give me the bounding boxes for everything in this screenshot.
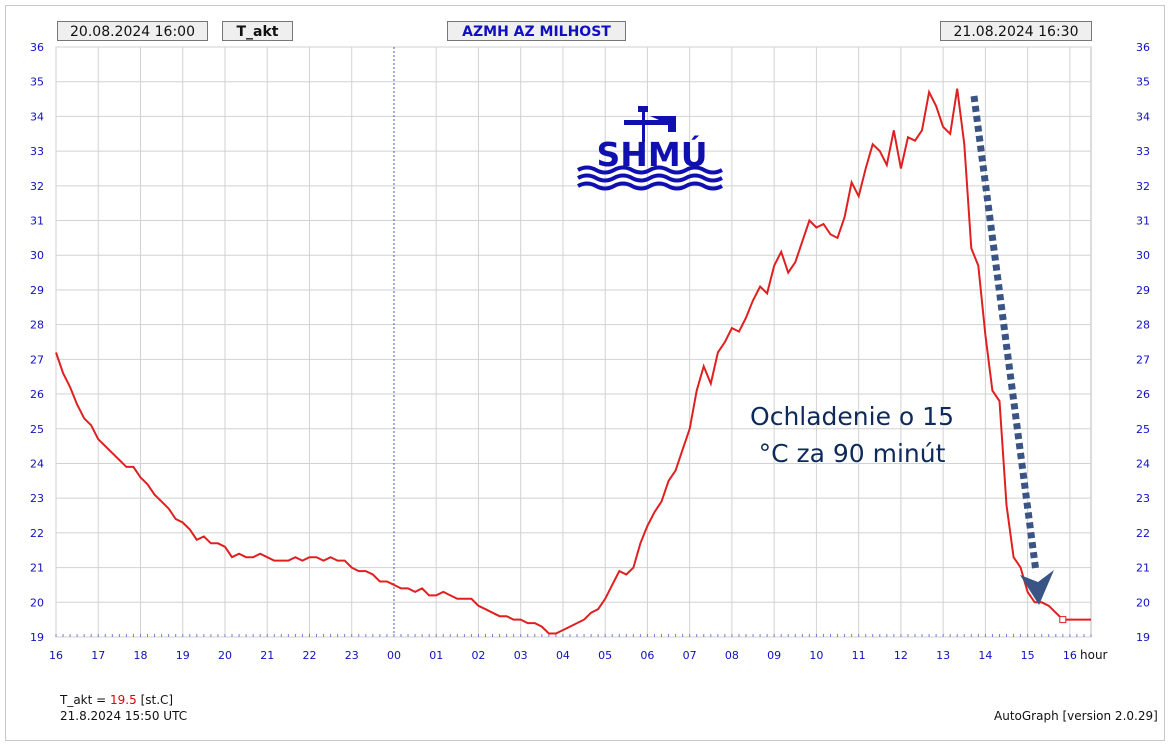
x-tick-label: 04 [556, 649, 570, 662]
y-tick-labels: 19 19 20 20 21 21 22 22 23 23 24 24 25 25 26 26 27 27 28 28… [30, 41, 1150, 644]
y-tick-label-right: 36 [1136, 41, 1150, 54]
y-tick-label-left: 35 [30, 76, 44, 89]
x-tick-label: 00 [387, 649, 401, 662]
variable-name: T_akt [236, 24, 279, 40]
x-tick-label: 12 [894, 649, 908, 662]
y-tick-label-right: 25 [1136, 423, 1150, 436]
x-tick-label: 16 [49, 649, 63, 662]
x-tick-label: 20 [218, 649, 232, 662]
station-box: AZMH AZ MILHOST [447, 21, 626, 41]
y-tick-label-left: 33 [30, 145, 44, 158]
y-tick-label-right: 30 [1136, 249, 1150, 262]
x-tick-label: 17 [91, 649, 105, 662]
x-tick-label: 01 [429, 649, 443, 662]
y-tick-label-right: 31 [1136, 215, 1150, 228]
y-tick-label-left: 24 [30, 457, 44, 470]
y-tick-label-right: 33 [1136, 145, 1150, 158]
y-tick-label-right: 24 [1136, 457, 1150, 470]
temperature-line [55, 88, 1091, 635]
y-tick-label-left: 36 [30, 41, 44, 54]
x-tick-label: 16 [1063, 649, 1077, 662]
x-tick-label: 22 [302, 649, 316, 662]
chart-frame [5, 5, 1165, 741]
start-time-box: 20.08.2024 16:00 [57, 21, 208, 41]
y-tick-label-right: 21 [1136, 562, 1150, 575]
y-tick-label-left: 27 [30, 353, 44, 366]
x-tick-label: 19 [176, 649, 190, 662]
grid [55, 46, 1092, 638]
current-value: 19.5 [110, 693, 137, 707]
x-tick-label: 06 [640, 649, 654, 662]
y-tick-label-right: 20 [1136, 596, 1150, 609]
y-tick-label-right: 22 [1136, 527, 1150, 540]
x-tick-labels: 16 17 18 19 20 21 22 23 00 01 02 03 04 05 06 07 08 09 10 11… [49, 649, 1077, 662]
current-value-label: T_akt = [60, 693, 111, 707]
y-tick-label-left: 23 [30, 492, 44, 505]
end-time: 21.08.2024 16:30 [953, 24, 1079, 40]
y-tick-label-left: 22 [30, 527, 44, 540]
y-tick-label-left: 28 [30, 319, 44, 332]
y-tick-label-right: 19 [1136, 631, 1150, 644]
x-axis-label: hour [1080, 648, 1108, 662]
y-tick-label-right: 35 [1136, 76, 1150, 89]
x-tick-label: 08 [725, 649, 739, 662]
y-tick-label-right: 26 [1136, 388, 1150, 401]
last-value-marker [1059, 616, 1067, 624]
x-tick-label: 13 [936, 649, 950, 662]
variable-box: T_akt [222, 21, 293, 41]
y-tick-label-left: 26 [30, 388, 44, 401]
current-value-line: T_akt = 19.5 [st.C] [60, 693, 173, 707]
y-tick-label-right: 23 [1136, 492, 1150, 505]
y-tick-label-left: 30 [30, 249, 44, 262]
down-arrow [970, 95, 1054, 605]
annotation-line-2: °C za 90 minút [759, 439, 946, 468]
x-tick-label: 03 [514, 649, 528, 662]
start-time: 20.08.2024 16:00 [70, 24, 195, 40]
y-tick-label-right: 28 [1136, 319, 1150, 332]
x-tick-label: 07 [683, 649, 697, 662]
y-tick-label-right: 29 [1136, 284, 1150, 297]
y-tick-label-left: 19 [30, 631, 44, 644]
y-tick-label-left: 29 [30, 284, 44, 297]
x-tick-label: 14 [978, 649, 992, 662]
y-tick-label-left: 32 [30, 180, 44, 193]
station-name: AZMH AZ MILHOST [462, 24, 611, 40]
y-tick-label-left: 25 [30, 423, 44, 436]
y-tick-label-right: 34 [1136, 110, 1150, 123]
x-tick-label: 18 [133, 649, 147, 662]
x-tick-label: 09 [767, 649, 781, 662]
timestamp: 21.8.2024 15:50 UTC [60, 709, 188, 723]
version-label: AutoGraph [version 2.0.29] [994, 709, 1158, 723]
y-tick-label-left: 20 [30, 596, 44, 609]
x-tick-label: 11 [852, 649, 866, 662]
x-tick-label: 02 [471, 649, 485, 662]
y-tick-label-right: 32 [1136, 180, 1150, 193]
annotation-line-1: Ochladenie o 15 [750, 402, 954, 431]
end-time-box: 21.08.2024 16:30 [940, 21, 1092, 41]
x-tick-label: 15 [1021, 649, 1035, 662]
current-value-unit: [st.C] [140, 693, 174, 707]
y-tick-label-left: 34 [30, 110, 44, 123]
x-tick-label: 23 [345, 649, 359, 662]
y-tick-label-right: 27 [1136, 353, 1150, 366]
x-tick-label: 21 [260, 649, 274, 662]
plot-area [55, 46, 1092, 638]
x-tick-label: 05 [598, 649, 612, 662]
y-tick-label-left: 31 [30, 215, 44, 228]
shmu-logo: SHMÚ [577, 106, 723, 191]
y-tick-label-left: 21 [30, 562, 44, 575]
x-tick-label: 10 [809, 649, 823, 662]
